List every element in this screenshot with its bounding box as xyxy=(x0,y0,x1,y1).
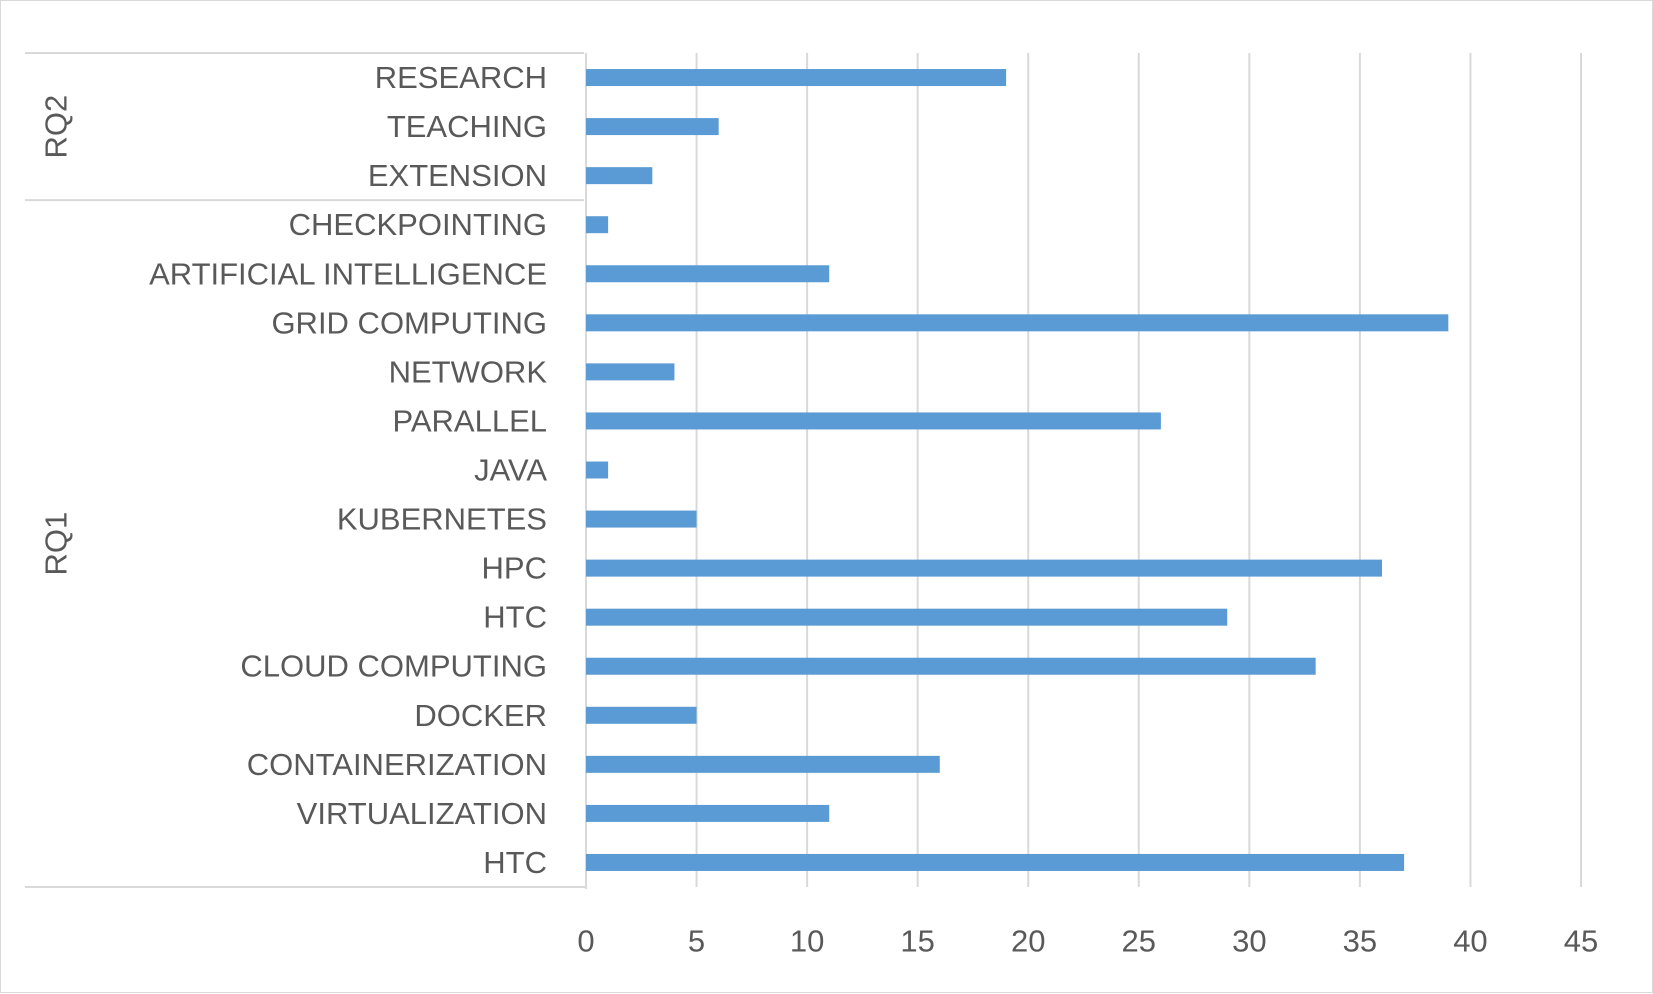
x-tick-label: 15 xyxy=(900,924,934,959)
bar-network xyxy=(586,363,675,381)
bar-virtualization xyxy=(586,804,830,822)
gridlines xyxy=(695,53,1582,887)
category-label: TEACHING xyxy=(387,109,547,144)
x-tick-label: 45 xyxy=(1564,924,1598,959)
bar-artificial-intelligence xyxy=(586,265,830,283)
x-tick-label: 35 xyxy=(1343,924,1377,959)
category-label: DOCKER xyxy=(414,698,547,733)
bar-htc xyxy=(586,608,1228,626)
bars xyxy=(586,69,1449,871)
x-tick-label: 40 xyxy=(1453,924,1487,959)
bar-containerization xyxy=(586,755,940,773)
group-label-rq2: RQ2 xyxy=(39,95,74,159)
bar-cloud-computing xyxy=(586,657,1316,675)
x-tick-label: 0 xyxy=(577,924,594,959)
category-label: HTC xyxy=(483,845,547,880)
bar-checkpointing xyxy=(586,216,609,234)
category-label: KUBERNETES xyxy=(337,502,547,537)
bar-htc xyxy=(586,853,1405,871)
bar-java xyxy=(586,461,609,479)
bar-teaching xyxy=(586,118,719,136)
category-label: JAVA xyxy=(474,453,547,488)
category-label: HTC xyxy=(483,600,547,635)
bar-extension xyxy=(586,167,653,185)
category-label: RESEARCH xyxy=(375,60,547,95)
category-label: VIRTUALIZATION xyxy=(297,796,547,831)
category-labels: RESEARCH TEACHING EXTENSION CHECKPOINTING AR… xyxy=(149,60,547,880)
category-label: GRID COMPUTING xyxy=(271,305,547,340)
x-tick-label: 30 xyxy=(1232,924,1266,959)
x-tick-labels: 0 5 10 15 20 25 30 35 40 45 xyxy=(577,924,1598,959)
bar-kubernetes xyxy=(586,510,697,528)
group-label-rq1: RQ1 xyxy=(39,512,74,576)
category-label: NETWORK xyxy=(389,354,548,389)
category-label: PARALLEL xyxy=(392,403,547,438)
bar-parallel xyxy=(586,412,1161,430)
x-tick-label: 5 xyxy=(688,924,705,959)
bar-research xyxy=(586,69,1007,87)
category-label: CLOUD COMPUTING xyxy=(240,649,547,684)
category-label: CHECKPOINTING xyxy=(289,207,547,242)
category-label: CONTAINERIZATION xyxy=(247,747,547,782)
x-tick-label: 10 xyxy=(790,924,824,959)
group-labels: RQ2 RQ1 xyxy=(39,95,74,576)
category-label: ARTIFICIAL INTELLIGENCE xyxy=(149,256,547,291)
x-tick-label: 25 xyxy=(1122,924,1156,959)
bar-docker xyxy=(586,706,697,724)
bar-hpc xyxy=(586,559,1382,577)
category-label: EXTENSION xyxy=(368,158,547,193)
x-tick-label: 20 xyxy=(1011,924,1045,959)
bar-grid-computing xyxy=(586,314,1449,332)
category-label: HPC xyxy=(482,551,547,586)
